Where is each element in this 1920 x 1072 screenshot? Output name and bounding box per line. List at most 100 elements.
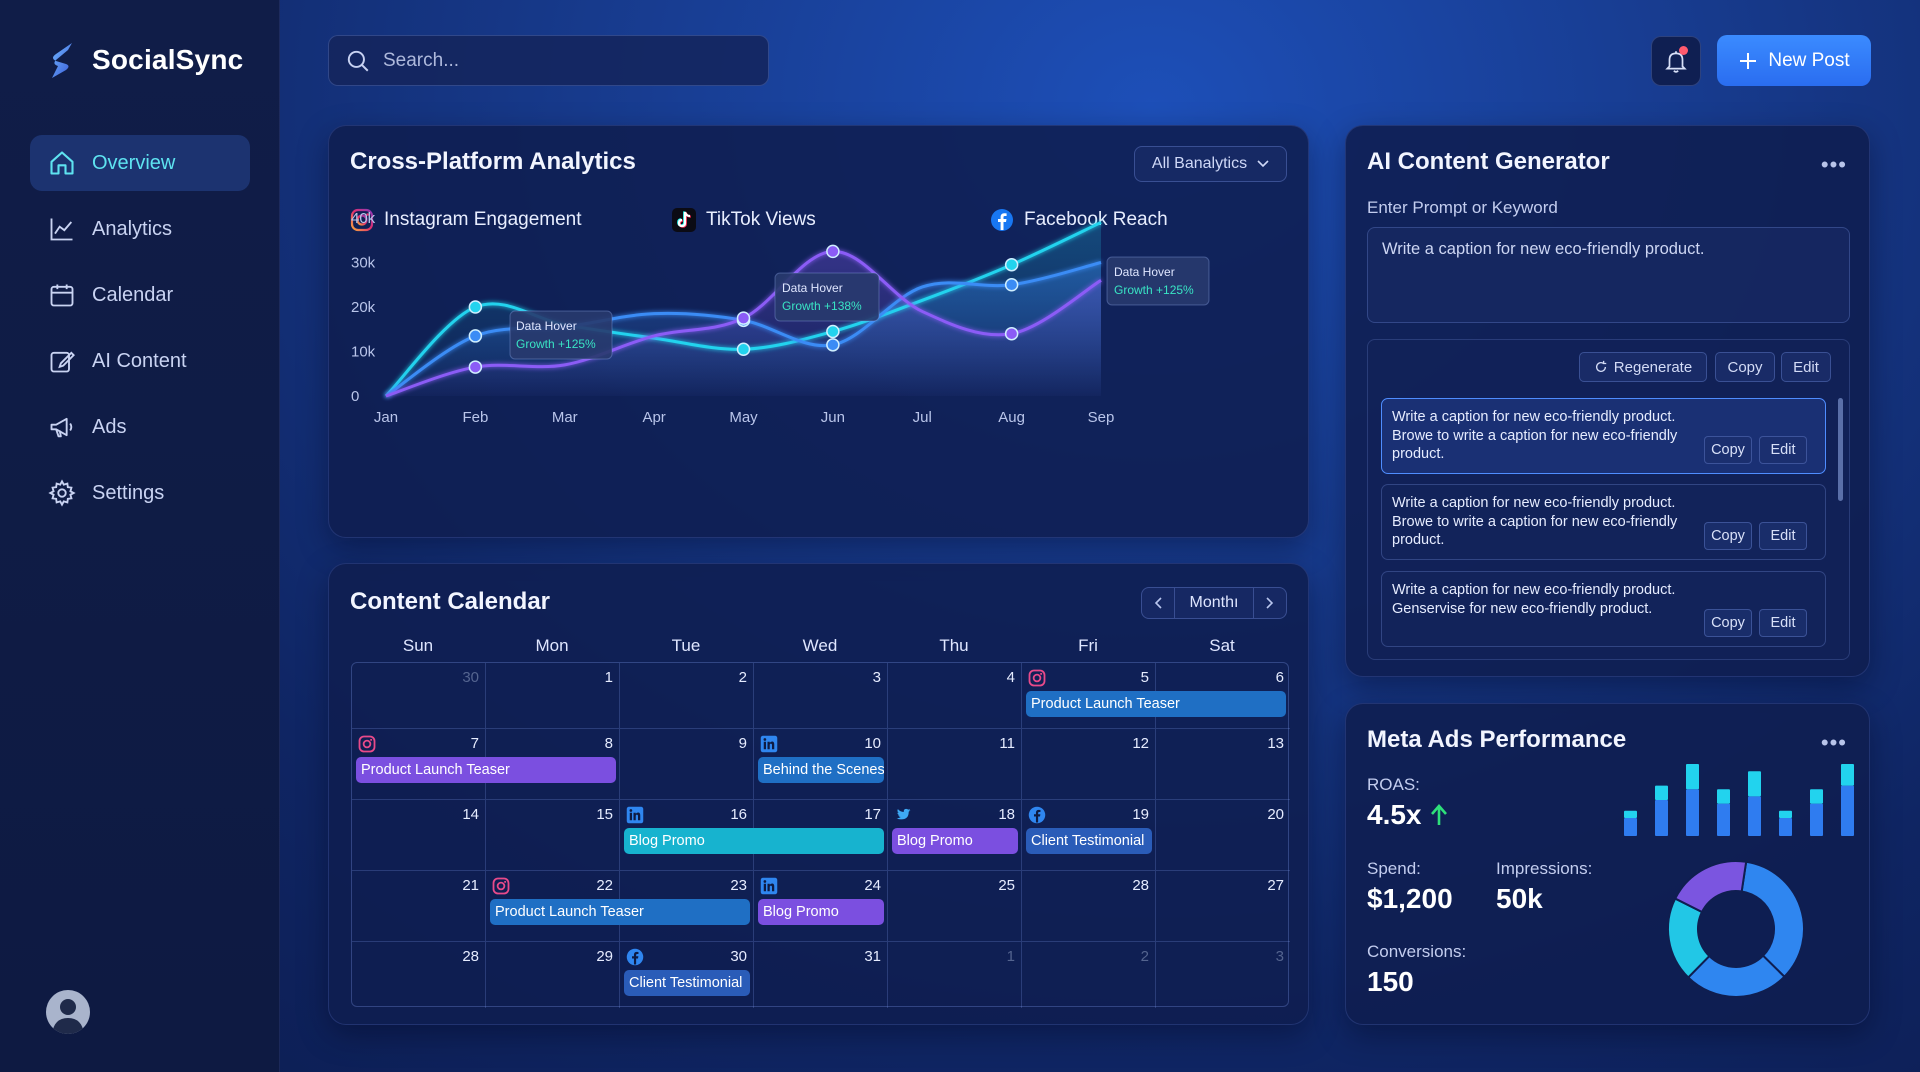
calendar-day-cell[interactable]: 27: [1156, 871, 1290, 942]
sidebar-item-ai-content[interactable]: AI Content: [30, 333, 250, 389]
calendar-day-cell[interactable]: 2: [1022, 942, 1156, 1008]
sidebar-item-overview[interactable]: Overview: [30, 135, 250, 191]
brand[interactable]: SocialSync: [46, 40, 243, 80]
calendar-day-cell[interactable]: 21: [352, 871, 486, 942]
calendar-day-cell[interactable]: 25: [888, 871, 1022, 942]
calendar-day-cell[interactable]: 9: [620, 729, 754, 800]
more-options-icon[interactable]: •••: [1820, 152, 1847, 177]
linkedin-icon: [760, 877, 778, 895]
legend-item-facebook[interactable]: Facebook Reach: [990, 208, 1168, 232]
weekday-header: Thu: [939, 636, 969, 655]
data-point[interactable]: [468, 300, 483, 314]
result-copy-button[interactable]: Copy: [1704, 609, 1752, 637]
new-post-button[interactable]: New Post: [1717, 35, 1871, 86]
donut-slice: [1740, 860, 1805, 979]
legend-item-instagram[interactable]: Instagram Engagement: [350, 208, 582, 232]
ai-result-item[interactable]: Write a caption for new eco-friendly pro…: [1381, 571, 1826, 647]
x-tick-label: Feb: [462, 409, 488, 426]
calendar-event[interactable]: Behind the Scenes: [758, 757, 884, 783]
chevron-down-icon: [1257, 160, 1269, 168]
prev-month-button[interactable]: [1142, 588, 1174, 618]
result-edit-button[interactable]: Edit: [1759, 609, 1807, 637]
calendar-day-cell[interactable]: 23: [620, 871, 754, 942]
next-month-button[interactable]: [1254, 588, 1286, 618]
data-point[interactable]: [1004, 326, 1019, 341]
calendar-event[interactable]: Product Launch Teaser: [356, 757, 616, 783]
calendar-day-cell[interactable]: 18: [888, 800, 1022, 871]
calendar-day-cell[interactable]: 24: [754, 871, 888, 942]
avatar[interactable]: [46, 990, 90, 1034]
chart-tooltip: Data Hover Growth +125%: [509, 310, 613, 360]
calendar-day-cell[interactable]: 15: [486, 800, 620, 871]
search-input[interactable]: [383, 49, 743, 72]
more-options-icon[interactable]: •••: [1820, 730, 1847, 755]
data-point[interactable]: [1004, 278, 1019, 292]
calendar-day-cell[interactable]: 2: [620, 663, 754, 729]
calendar-day-cell[interactable]: 1: [888, 942, 1022, 1008]
instagram-icon: [1028, 669, 1046, 687]
edit-all-button[interactable]: Edit: [1781, 352, 1831, 382]
data-point[interactable]: [826, 324, 840, 339]
calendar-event[interactable]: Blog Promo: [758, 899, 884, 925]
regenerate-button[interactable]: Regenerate: [1579, 352, 1707, 382]
sidebar-item-ads[interactable]: Ads: [30, 399, 250, 455]
calendar-day-cell[interactable]: 10: [754, 729, 888, 800]
meta-ads-card: Meta Ads Performance ••• ROAS: 4.5x Spen…: [1345, 703, 1870, 1025]
calendar-nav: Monthı: [1141, 587, 1287, 619]
ai-result-item[interactable]: Write a caption for new eco-friendly pro…: [1381, 398, 1826, 474]
copy-all-button[interactable]: Copy: [1715, 352, 1775, 382]
analytics-filter-dropdown[interactable]: All Banalytics: [1134, 146, 1287, 182]
data-point[interactable]: [468, 329, 483, 343]
calendar-day-cell[interactable]: 29: [486, 942, 620, 1008]
result-copy-button[interactable]: Copy: [1704, 522, 1752, 550]
calendar-day-cell[interactable]: 20: [1156, 800, 1290, 871]
calendar-day-cell[interactable]: 28: [1022, 871, 1156, 942]
calendar-day-cell[interactable]: 6: [1156, 663, 1290, 729]
notifications-button[interactable]: [1651, 36, 1701, 86]
result-edit-button[interactable]: Edit: [1759, 522, 1807, 550]
calendar-day-cell[interactable]: 19: [1022, 800, 1156, 871]
calendar-day-cell[interactable]: 8: [486, 729, 620, 800]
calendar-event[interactable]: Product Launch Teaser: [490, 899, 750, 925]
calendar-day-cell[interactable]: 14: [352, 800, 486, 871]
calendar-view-label[interactable]: Monthı: [1174, 588, 1254, 618]
calendar-day-cell[interactable]: 1: [486, 663, 620, 729]
tooltip-title: Data Hover: [1114, 265, 1175, 279]
sidebar-item-analytics[interactable]: Analytics: [30, 201, 250, 257]
calendar-day-cell[interactable]: 31: [754, 942, 888, 1008]
calendar-event[interactable]: Client Testimonial: [624, 970, 750, 996]
legend-item-tiktok[interactable]: TikTok Views: [672, 208, 816, 232]
data-point[interactable]: [826, 338, 840, 352]
copy-label: Copy: [1727, 358, 1763, 376]
prompt-input[interactable]: Write a caption for new eco-friendly pro…: [1367, 227, 1850, 323]
calendar-day-cell[interactable]: 17: [754, 800, 888, 871]
meta-bar-chart: [1624, 764, 1854, 836]
data-point[interactable]: [826, 244, 840, 259]
calendar-day-cell[interactable]: 3: [1156, 942, 1290, 1008]
impressions-label: Impressions:: [1496, 859, 1593, 878]
data-point[interactable]: [1004, 257, 1019, 272]
calendar-day-cell[interactable]: 30: [352, 663, 486, 729]
sidebar-item-settings[interactable]: Settings: [30, 465, 250, 521]
data-point[interactable]: [736, 311, 751, 325]
calendar-event[interactable]: Product Launch Teaser: [1026, 691, 1286, 717]
calendar-day-cell[interactable]: 28: [352, 942, 486, 1008]
result-edit-button[interactable]: Edit: [1759, 436, 1807, 464]
calendar-event[interactable]: Blog Promo: [624, 828, 884, 854]
calendar-day-cell[interactable]: 11: [888, 729, 1022, 800]
search-bar[interactable]: [328, 35, 769, 86]
results-scrollbar[interactable]: [1838, 398, 1843, 501]
calendar-day-cell[interactable]: 30: [620, 942, 754, 1008]
calendar-day-cell[interactable]: 4: [888, 663, 1022, 729]
calendar-day-cell[interactable]: 3: [754, 663, 888, 729]
data-point[interactable]: [468, 360, 483, 374]
data-point[interactable]: [736, 342, 751, 357]
ai-result-item[interactable]: Write a caption for new eco-friendly pro…: [1381, 484, 1826, 560]
result-copy-button[interactable]: Copy: [1704, 436, 1752, 464]
sidebar-item-calendar[interactable]: Calendar: [30, 267, 250, 323]
calendar-day-cell[interactable]: 13: [1156, 729, 1290, 800]
calendar-day-cell[interactable]: 12: [1022, 729, 1156, 800]
calendar-event[interactable]: Blog Promo: [892, 828, 1018, 854]
calendar-event[interactable]: Client Testimonial: [1026, 828, 1152, 854]
tooltip-growth: Growth +138%: [782, 299, 862, 313]
